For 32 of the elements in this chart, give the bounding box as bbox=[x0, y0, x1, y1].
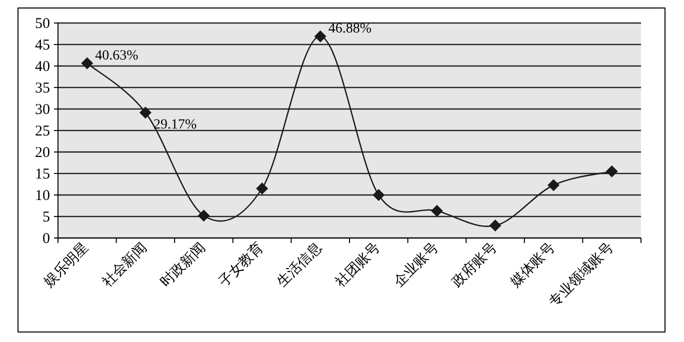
x-tick-label: 企业账号 bbox=[390, 238, 442, 290]
y-tick-label: 40 bbox=[35, 59, 50, 75]
point bbox=[198, 210, 210, 222]
point bbox=[489, 220, 502, 232]
data-label: 46.88% bbox=[328, 21, 372, 36]
y-tick-label: 45 bbox=[35, 38, 50, 54]
y-tick-label: 25 bbox=[35, 124, 50, 140]
point bbox=[81, 57, 94, 70]
point bbox=[606, 165, 618, 178]
x-tick-label: 媒体账号 bbox=[506, 238, 558, 290]
y-tick-label: 30 bbox=[35, 102, 50, 118]
y-tick-label: 35 bbox=[35, 80, 50, 96]
y-tick-label: 15 bbox=[35, 166, 50, 182]
x-tick-label: 社会新闻 bbox=[98, 238, 150, 290]
y-tick-label: 5 bbox=[42, 210, 50, 226]
data-label: 40.63% bbox=[95, 48, 139, 64]
data-label: 29.17% bbox=[153, 118, 197, 133]
point bbox=[548, 179, 560, 192]
point bbox=[256, 182, 268, 195]
y-tick-label: 10 bbox=[35, 188, 50, 204]
x-tick-label: 政府账号 bbox=[448, 238, 500, 290]
x-tick-label: 生活信息 bbox=[274, 238, 324, 290]
y-tick-label: 20 bbox=[35, 145, 50, 161]
x-tick-label: 时政新闻 bbox=[156, 238, 208, 290]
point bbox=[430, 204, 443, 217]
point bbox=[372, 189, 385, 201]
point bbox=[314, 30, 326, 42]
y-tick-label: 0 bbox=[42, 231, 50, 247]
point bbox=[139, 106, 152, 119]
x-tick-label: 社团账号 bbox=[332, 238, 383, 290]
y-tick-label: 50 bbox=[35, 16, 50, 32]
x-tick-label: 子女教育 bbox=[215, 238, 266, 290]
